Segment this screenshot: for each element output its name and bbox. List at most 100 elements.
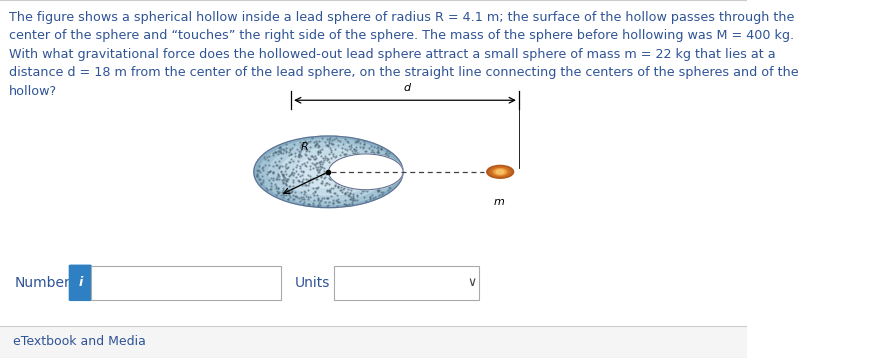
Point — [330, 137, 344, 142]
Point — [316, 171, 330, 177]
Point — [302, 138, 316, 144]
Point — [282, 190, 295, 195]
Point — [342, 196, 356, 202]
Point — [322, 182, 335, 187]
Point — [335, 145, 348, 151]
Point — [275, 187, 289, 193]
Point — [313, 166, 327, 172]
Point — [312, 139, 326, 144]
Point — [256, 179, 270, 185]
Point — [275, 171, 289, 177]
Point — [323, 135, 337, 140]
Point — [344, 201, 358, 207]
Point — [311, 170, 325, 175]
Point — [279, 141, 293, 147]
Point — [316, 168, 330, 174]
Point — [315, 159, 329, 165]
Point — [297, 160, 311, 165]
Point — [322, 188, 335, 194]
Point — [357, 149, 371, 154]
Point — [381, 187, 395, 193]
Point — [313, 163, 327, 169]
Point — [315, 155, 329, 161]
Point — [345, 199, 359, 205]
Point — [295, 169, 309, 175]
Point — [326, 153, 340, 159]
Point — [263, 175, 277, 180]
Point — [342, 193, 355, 198]
Point — [274, 146, 288, 152]
Point — [330, 196, 344, 202]
Point — [357, 141, 371, 147]
Point — [334, 185, 348, 190]
Point — [269, 176, 283, 182]
Point — [371, 151, 385, 156]
Point — [323, 162, 337, 168]
Point — [349, 197, 363, 203]
Point — [302, 178, 315, 183]
Point — [362, 151, 375, 157]
Point — [279, 171, 293, 176]
Point — [364, 143, 378, 149]
Point — [277, 174, 291, 179]
Point — [250, 173, 264, 179]
Point — [328, 197, 342, 203]
Point — [279, 149, 293, 155]
Point — [299, 152, 313, 158]
Point — [314, 197, 328, 203]
Point — [371, 149, 385, 155]
Point — [309, 160, 323, 166]
Point — [307, 197, 321, 203]
Point — [347, 151, 361, 157]
Text: d: d — [403, 83, 410, 93]
Point — [308, 156, 322, 162]
Point — [270, 188, 284, 194]
Point — [255, 177, 269, 183]
Point — [332, 199, 346, 205]
Point — [302, 144, 316, 150]
Point — [296, 191, 310, 197]
Point — [369, 145, 383, 151]
Point — [271, 159, 285, 164]
Circle shape — [280, 149, 376, 195]
Point — [342, 193, 355, 199]
Point — [272, 176, 286, 182]
Point — [283, 189, 297, 195]
Point — [333, 188, 347, 193]
Point — [314, 158, 328, 164]
Point — [294, 194, 308, 199]
Point — [333, 138, 347, 144]
Point — [262, 162, 275, 168]
Point — [338, 201, 352, 207]
Point — [342, 144, 355, 149]
Point — [322, 187, 336, 193]
Point — [306, 185, 320, 191]
Point — [317, 175, 331, 180]
Point — [319, 180, 333, 186]
Point — [251, 176, 265, 182]
Point — [281, 187, 295, 193]
Point — [356, 139, 370, 144]
Point — [308, 163, 322, 168]
Point — [324, 137, 338, 143]
Point — [271, 149, 285, 154]
Point — [326, 141, 340, 147]
Point — [315, 146, 328, 151]
Point — [313, 161, 327, 167]
Point — [322, 136, 335, 142]
Point — [326, 200, 340, 206]
Point — [354, 190, 368, 196]
Point — [250, 168, 264, 173]
Point — [362, 194, 376, 200]
Circle shape — [495, 170, 504, 174]
Point — [292, 148, 306, 154]
Point — [304, 153, 318, 159]
Circle shape — [254, 136, 402, 208]
Point — [310, 192, 324, 198]
Point — [315, 161, 329, 167]
Point — [299, 176, 313, 182]
Point — [310, 172, 324, 178]
Point — [305, 160, 319, 166]
Point — [262, 169, 275, 174]
Point — [261, 170, 275, 175]
